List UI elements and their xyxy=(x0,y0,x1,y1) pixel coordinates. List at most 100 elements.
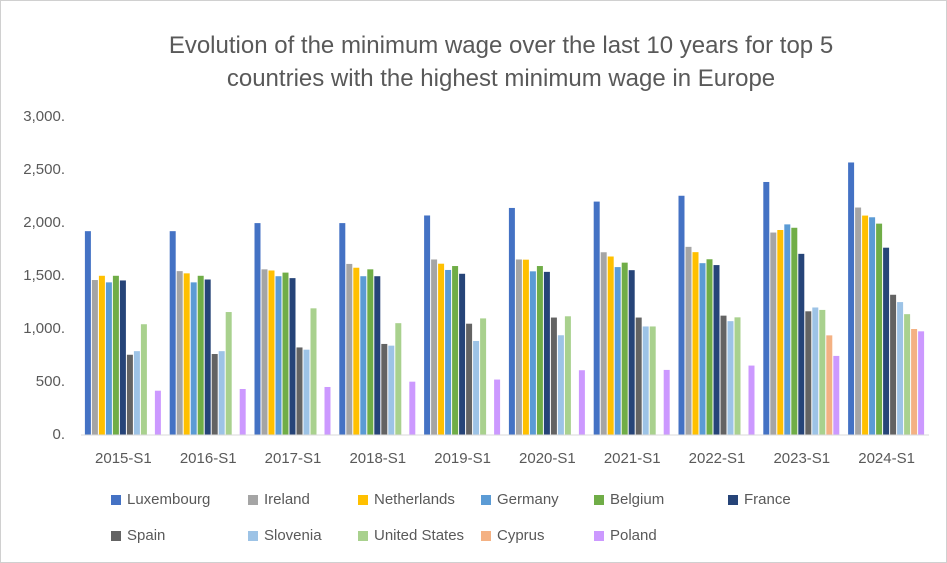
bar xyxy=(105,282,112,435)
bar xyxy=(897,302,904,435)
bar xyxy=(197,275,204,435)
bar xyxy=(678,195,685,435)
bar xyxy=(706,259,713,435)
bar xyxy=(119,280,126,435)
legend-label: Belgium xyxy=(610,491,664,508)
bar xyxy=(84,231,91,435)
bar xyxy=(360,276,367,435)
legend-swatch xyxy=(111,531,121,541)
bar xyxy=(522,259,529,435)
legend-swatch xyxy=(481,531,491,541)
bar xyxy=(494,379,501,435)
y-tick-label: 500. xyxy=(36,373,65,390)
bar xyxy=(713,265,720,435)
bar xyxy=(367,269,374,435)
bar xyxy=(593,201,600,435)
bar xyxy=(918,331,925,435)
bar xyxy=(848,162,855,435)
x-tick-label: 2018-S1 xyxy=(349,450,406,467)
bar xyxy=(126,354,133,435)
bar xyxy=(296,347,303,435)
bar xyxy=(112,275,119,435)
bar xyxy=(557,335,564,435)
legend-label: France xyxy=(744,491,791,508)
legend-swatch xyxy=(248,495,258,505)
legend-label: Netherlands xyxy=(374,491,455,508)
bar xyxy=(154,390,161,435)
legend-label: Cyprus xyxy=(497,527,545,544)
bar xyxy=(578,370,585,435)
bar xyxy=(176,271,183,435)
bar xyxy=(770,232,777,435)
bar xyxy=(438,263,445,435)
legend-swatch xyxy=(358,495,368,505)
bar xyxy=(692,252,699,435)
bar xyxy=(798,253,805,435)
bar xyxy=(133,351,140,435)
bar xyxy=(310,308,317,435)
legend-swatch xyxy=(728,495,738,505)
bar xyxy=(204,279,211,435)
bar xyxy=(876,223,883,435)
bar xyxy=(826,335,833,435)
bar xyxy=(473,340,480,435)
bar xyxy=(431,259,438,435)
bar xyxy=(734,317,741,435)
legend-label: United States xyxy=(374,527,464,544)
bar xyxy=(642,326,649,435)
legend-swatch xyxy=(594,531,604,541)
bar xyxy=(564,316,571,435)
bar xyxy=(169,231,176,435)
bar xyxy=(614,267,621,435)
bar xyxy=(424,215,431,435)
chart-title: Evolution of the minimum wage over the l… xyxy=(168,32,834,92)
bar xyxy=(515,259,522,435)
bar xyxy=(183,273,190,435)
bar xyxy=(869,217,876,435)
bar xyxy=(324,386,331,435)
y-tick-label: 1,500. xyxy=(23,267,65,284)
bar xyxy=(621,262,628,435)
y-tick-label: 3,000. xyxy=(23,108,65,125)
bar xyxy=(254,223,261,435)
legend-label: Luxembourg xyxy=(127,491,210,508)
x-tick-label: 2022-S1 xyxy=(689,450,746,467)
x-tick-label: 2016-S1 xyxy=(180,450,237,467)
bar xyxy=(600,252,607,435)
bar xyxy=(635,317,642,435)
bar xyxy=(282,272,289,435)
bar xyxy=(550,317,557,435)
bar xyxy=(346,263,353,435)
bar xyxy=(763,181,770,435)
bar xyxy=(268,270,275,435)
bar xyxy=(607,256,614,435)
bar xyxy=(381,343,388,435)
bar xyxy=(883,247,890,435)
x-tick-label: 2019-S1 xyxy=(434,450,491,467)
bar xyxy=(727,321,734,435)
bar xyxy=(904,314,911,435)
bar xyxy=(339,223,346,435)
bar xyxy=(628,270,635,435)
bar xyxy=(409,381,416,435)
x-tick-label: 2017-S1 xyxy=(265,450,322,467)
bar xyxy=(805,311,812,435)
x-tick-label: 2020-S1 xyxy=(519,450,576,467)
y-tick-label: 2,000. xyxy=(23,214,65,231)
y-tick-label: 1,000. xyxy=(23,320,65,337)
bar xyxy=(190,282,197,435)
legend-swatch xyxy=(248,531,258,541)
bar xyxy=(720,315,727,435)
bar xyxy=(862,215,869,435)
legend-swatch xyxy=(594,495,604,505)
bar xyxy=(543,271,550,435)
legend-swatch xyxy=(111,495,121,505)
bar xyxy=(452,266,459,435)
bar xyxy=(91,280,98,435)
bar xyxy=(388,345,395,435)
x-tick-label: 2023-S1 xyxy=(773,450,830,467)
bar xyxy=(649,326,656,435)
legend-label: Germany xyxy=(497,491,559,508)
legend-swatch xyxy=(481,495,491,505)
bar xyxy=(459,273,466,435)
